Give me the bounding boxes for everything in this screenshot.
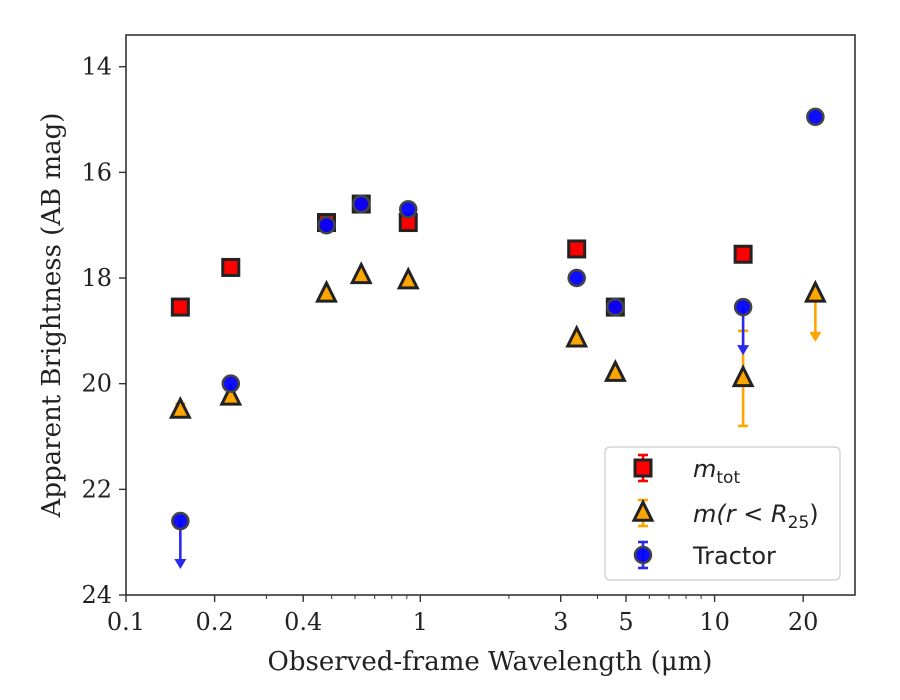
x-tick-label: 0.4 [284,608,322,636]
x-tick-label: 3 [553,608,568,636]
legend-box [604,446,841,581]
legend-label-mtot: mtot [693,455,740,488]
axis-ticks: 0.1 0.2 0.4 1 3 5 10 20 14 16 18 20 22 24 [81,53,818,636]
data-point-tractor [733,297,753,317]
legend-label-mr25: m(r < R25) [693,500,819,533]
legend: mtot m(r < R25) Tractor [604,446,841,581]
x-tick-label: 10 [699,608,730,636]
y-tick-label: 22 [81,475,112,503]
x-tick-label: 0.1 [107,608,145,636]
data-point-mr25 [349,261,373,285]
plot-frame [125,34,856,596]
data-point-tractor [171,511,190,531]
legend-item-mr25: m(r < R25) [631,498,819,533]
data-point-mr25 [219,382,243,406]
data-point-mr25 [565,324,589,348]
x-tick-label: 0.2 [196,608,234,636]
data-point-mtot [170,297,190,317]
x-tick-label: 20 [788,608,819,636]
legend-item-mtot: mtot [633,453,740,488]
data-point-mtot [733,244,753,264]
data-point-tractor [221,374,241,393]
y-tick-label: 24 [81,581,112,609]
legend-marker-mtot [633,458,653,478]
data-marks [168,107,827,570]
y-axis-label: Apparent Brightness (AB mag) [37,113,67,519]
data-point-tractor [351,194,371,214]
data-point-tractor [317,215,336,235]
y-tick-label: 20 [81,370,112,398]
x-tick-label: 1 [413,608,428,636]
data-point-mr25 [315,279,338,303]
data-point-tractor [398,200,418,219]
data-point-mr25 [396,266,420,290]
legend-marker-mr25 [631,498,655,522]
upper-limit-arrowhead [174,559,187,570]
x-tick-label: 5 [618,608,633,636]
data-point-tractor [567,268,586,288]
y-tick-label: 18 [81,264,112,292]
y-tick-label: 16 [81,158,112,186]
data-point-mr25 [603,358,627,382]
legend-label-tractor: Tractor [692,542,776,570]
legend-item-tractor: Tractor [633,540,776,570]
upper-limit-arrowhead [809,331,822,342]
data-point-mtot [221,257,241,277]
x-axis-label: Observed-frame Wavelength (μm) [268,647,713,677]
data-point-mr25 [731,364,755,388]
y-tick-label: 14 [81,53,112,81]
data-point-mr25 [803,279,827,303]
data-point-tractor [606,297,625,317]
data-point-tractor [806,107,825,127]
upper-limit-arrowhead [737,345,750,356]
series-mr25 [168,261,827,428]
data-point-mtot [567,239,587,259]
legend-marker-tractor [633,545,653,565]
series-tractor [171,107,825,570]
data-point-mr25 [168,395,192,419]
